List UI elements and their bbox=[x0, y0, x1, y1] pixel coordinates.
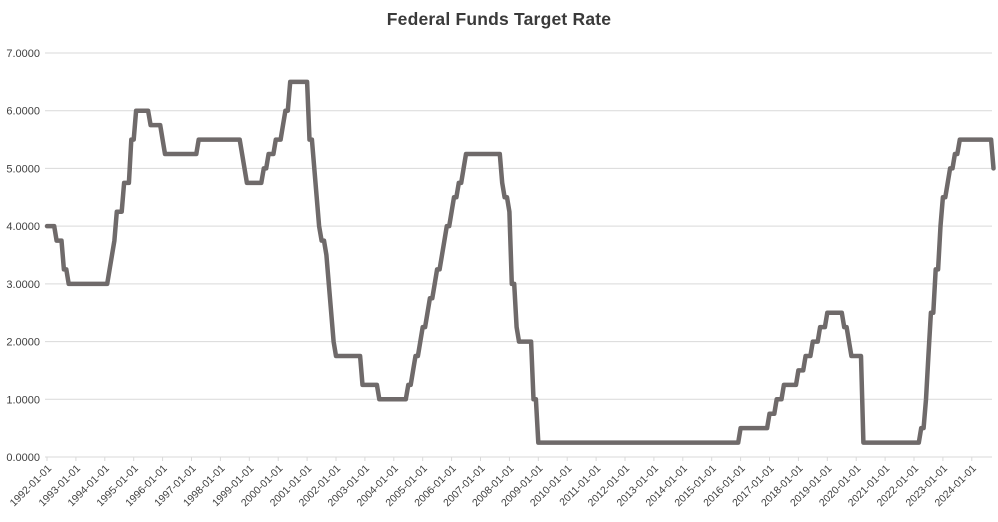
rate-line-series bbox=[44, 79, 996, 445]
y-axis-tick-label: 3.0000 bbox=[6, 279, 40, 291]
y-axis-tick-label: 5.0000 bbox=[6, 163, 40, 175]
y-axis-tick-label: 6.0000 bbox=[6, 106, 40, 118]
y-axis-tick-label: 0.0000 bbox=[6, 452, 40, 464]
y-axis-tick-label: 7.0000 bbox=[6, 48, 40, 60]
chart-title: Federal Funds Target Rate bbox=[386, 9, 612, 29]
y-axis-tick-label: 2.0000 bbox=[6, 337, 40, 349]
y-axis-tick-label: 4.0000 bbox=[6, 221, 40, 233]
y-axis-tick-label: 1.0000 bbox=[6, 394, 40, 406]
